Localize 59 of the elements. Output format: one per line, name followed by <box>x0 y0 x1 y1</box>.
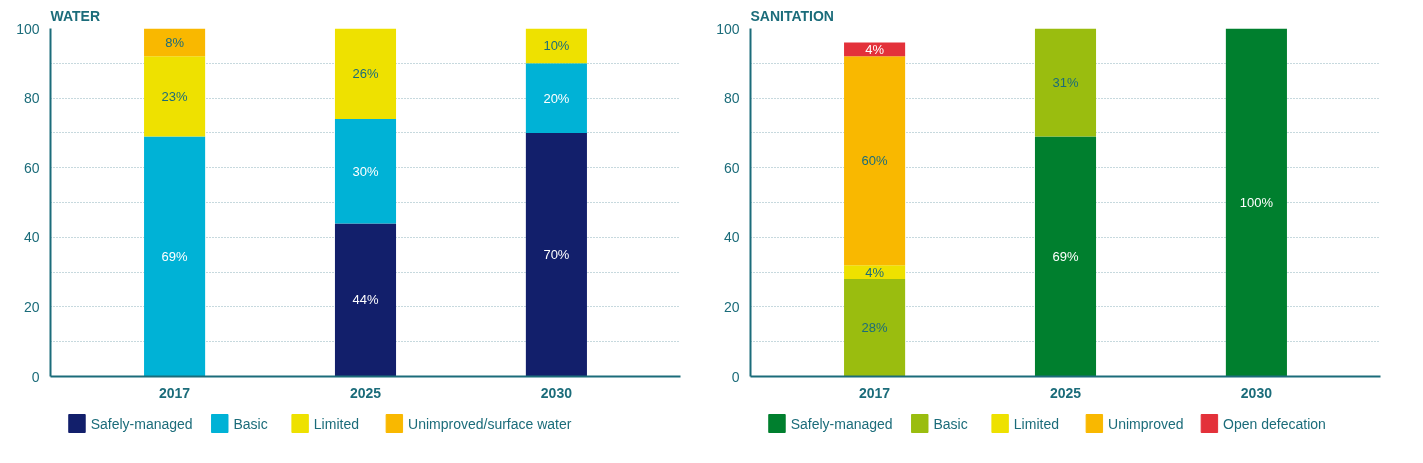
bar <box>334 28 397 119</box>
y-tick-label: 0 <box>731 368 740 385</box>
x-tick-label: 2025 <box>349 384 382 401</box>
bar <box>144 136 206 377</box>
bar <box>525 132 587 377</box>
y-tick-label: 20 <box>723 298 740 315</box>
legend-label: Limited <box>1013 415 1059 432</box>
x-tick-label: 2030 <box>540 384 573 401</box>
data-label: 8% <box>165 34 185 50</box>
data-label: 44% <box>352 292 379 308</box>
bar <box>525 63 587 133</box>
chart-title: WATER <box>50 7 101 24</box>
data-label: 20% <box>543 90 570 106</box>
data-label: 10% <box>543 38 570 54</box>
bar <box>1225 28 1287 377</box>
data-label: 4% <box>865 264 885 280</box>
data-label: 23% <box>161 88 189 104</box>
y-tick-label: 80 <box>723 90 740 107</box>
x-tick-label: 2017 <box>859 384 891 401</box>
data-label: 28% <box>861 320 889 336</box>
bar <box>844 279 906 377</box>
y-tick-label: 80 <box>23 90 40 107</box>
y-tick-label: 40 <box>23 229 40 246</box>
legend-label: Open defecation <box>1223 415 1326 432</box>
data-label: 31% <box>1052 74 1079 90</box>
data-label: 69% <box>1052 248 1079 264</box>
bar <box>844 56 906 266</box>
data-label: 70% <box>543 247 570 263</box>
x-tick-label: 2017 <box>159 384 191 401</box>
legend-label: Basic <box>933 415 968 432</box>
y-tick-label: 100 <box>716 20 740 37</box>
legend-label: Safely-managed <box>90 415 193 432</box>
bar <box>144 56 206 137</box>
chart-title: SANITATION <box>750 7 834 24</box>
bar <box>334 118 397 224</box>
y-tick-label: 40 <box>723 229 740 246</box>
bar <box>334 223 397 377</box>
x-tick-label: 2030 <box>1240 384 1273 401</box>
data-label: 4% <box>865 41 885 57</box>
legend-label: Unimproved/surface water <box>408 415 572 432</box>
legend-label: Basic <box>233 415 268 432</box>
bar <box>144 28 206 57</box>
y-tick-label: 100 <box>16 20 40 37</box>
legend-label: Safely-managed <box>790 415 893 432</box>
data-label: 60% <box>861 153 889 169</box>
data-label: 30% <box>352 163 379 179</box>
legend-label: Limited <box>313 415 359 432</box>
bar <box>1034 136 1097 377</box>
data-label: 69% <box>161 248 189 264</box>
data-label: 100% <box>1239 195 1274 210</box>
bar <box>525 28 587 64</box>
x-tick-label: 2025 <box>1049 384 1082 401</box>
y-tick-label: 0 <box>31 368 40 385</box>
y-tick-label: 60 <box>23 159 40 176</box>
bar <box>1034 28 1097 137</box>
data-label: 26% <box>352 66 379 82</box>
y-tick-label: 60 <box>723 159 740 176</box>
legend-label: Unimproved <box>1108 415 1184 432</box>
y-tick-label: 20 <box>23 298 40 315</box>
